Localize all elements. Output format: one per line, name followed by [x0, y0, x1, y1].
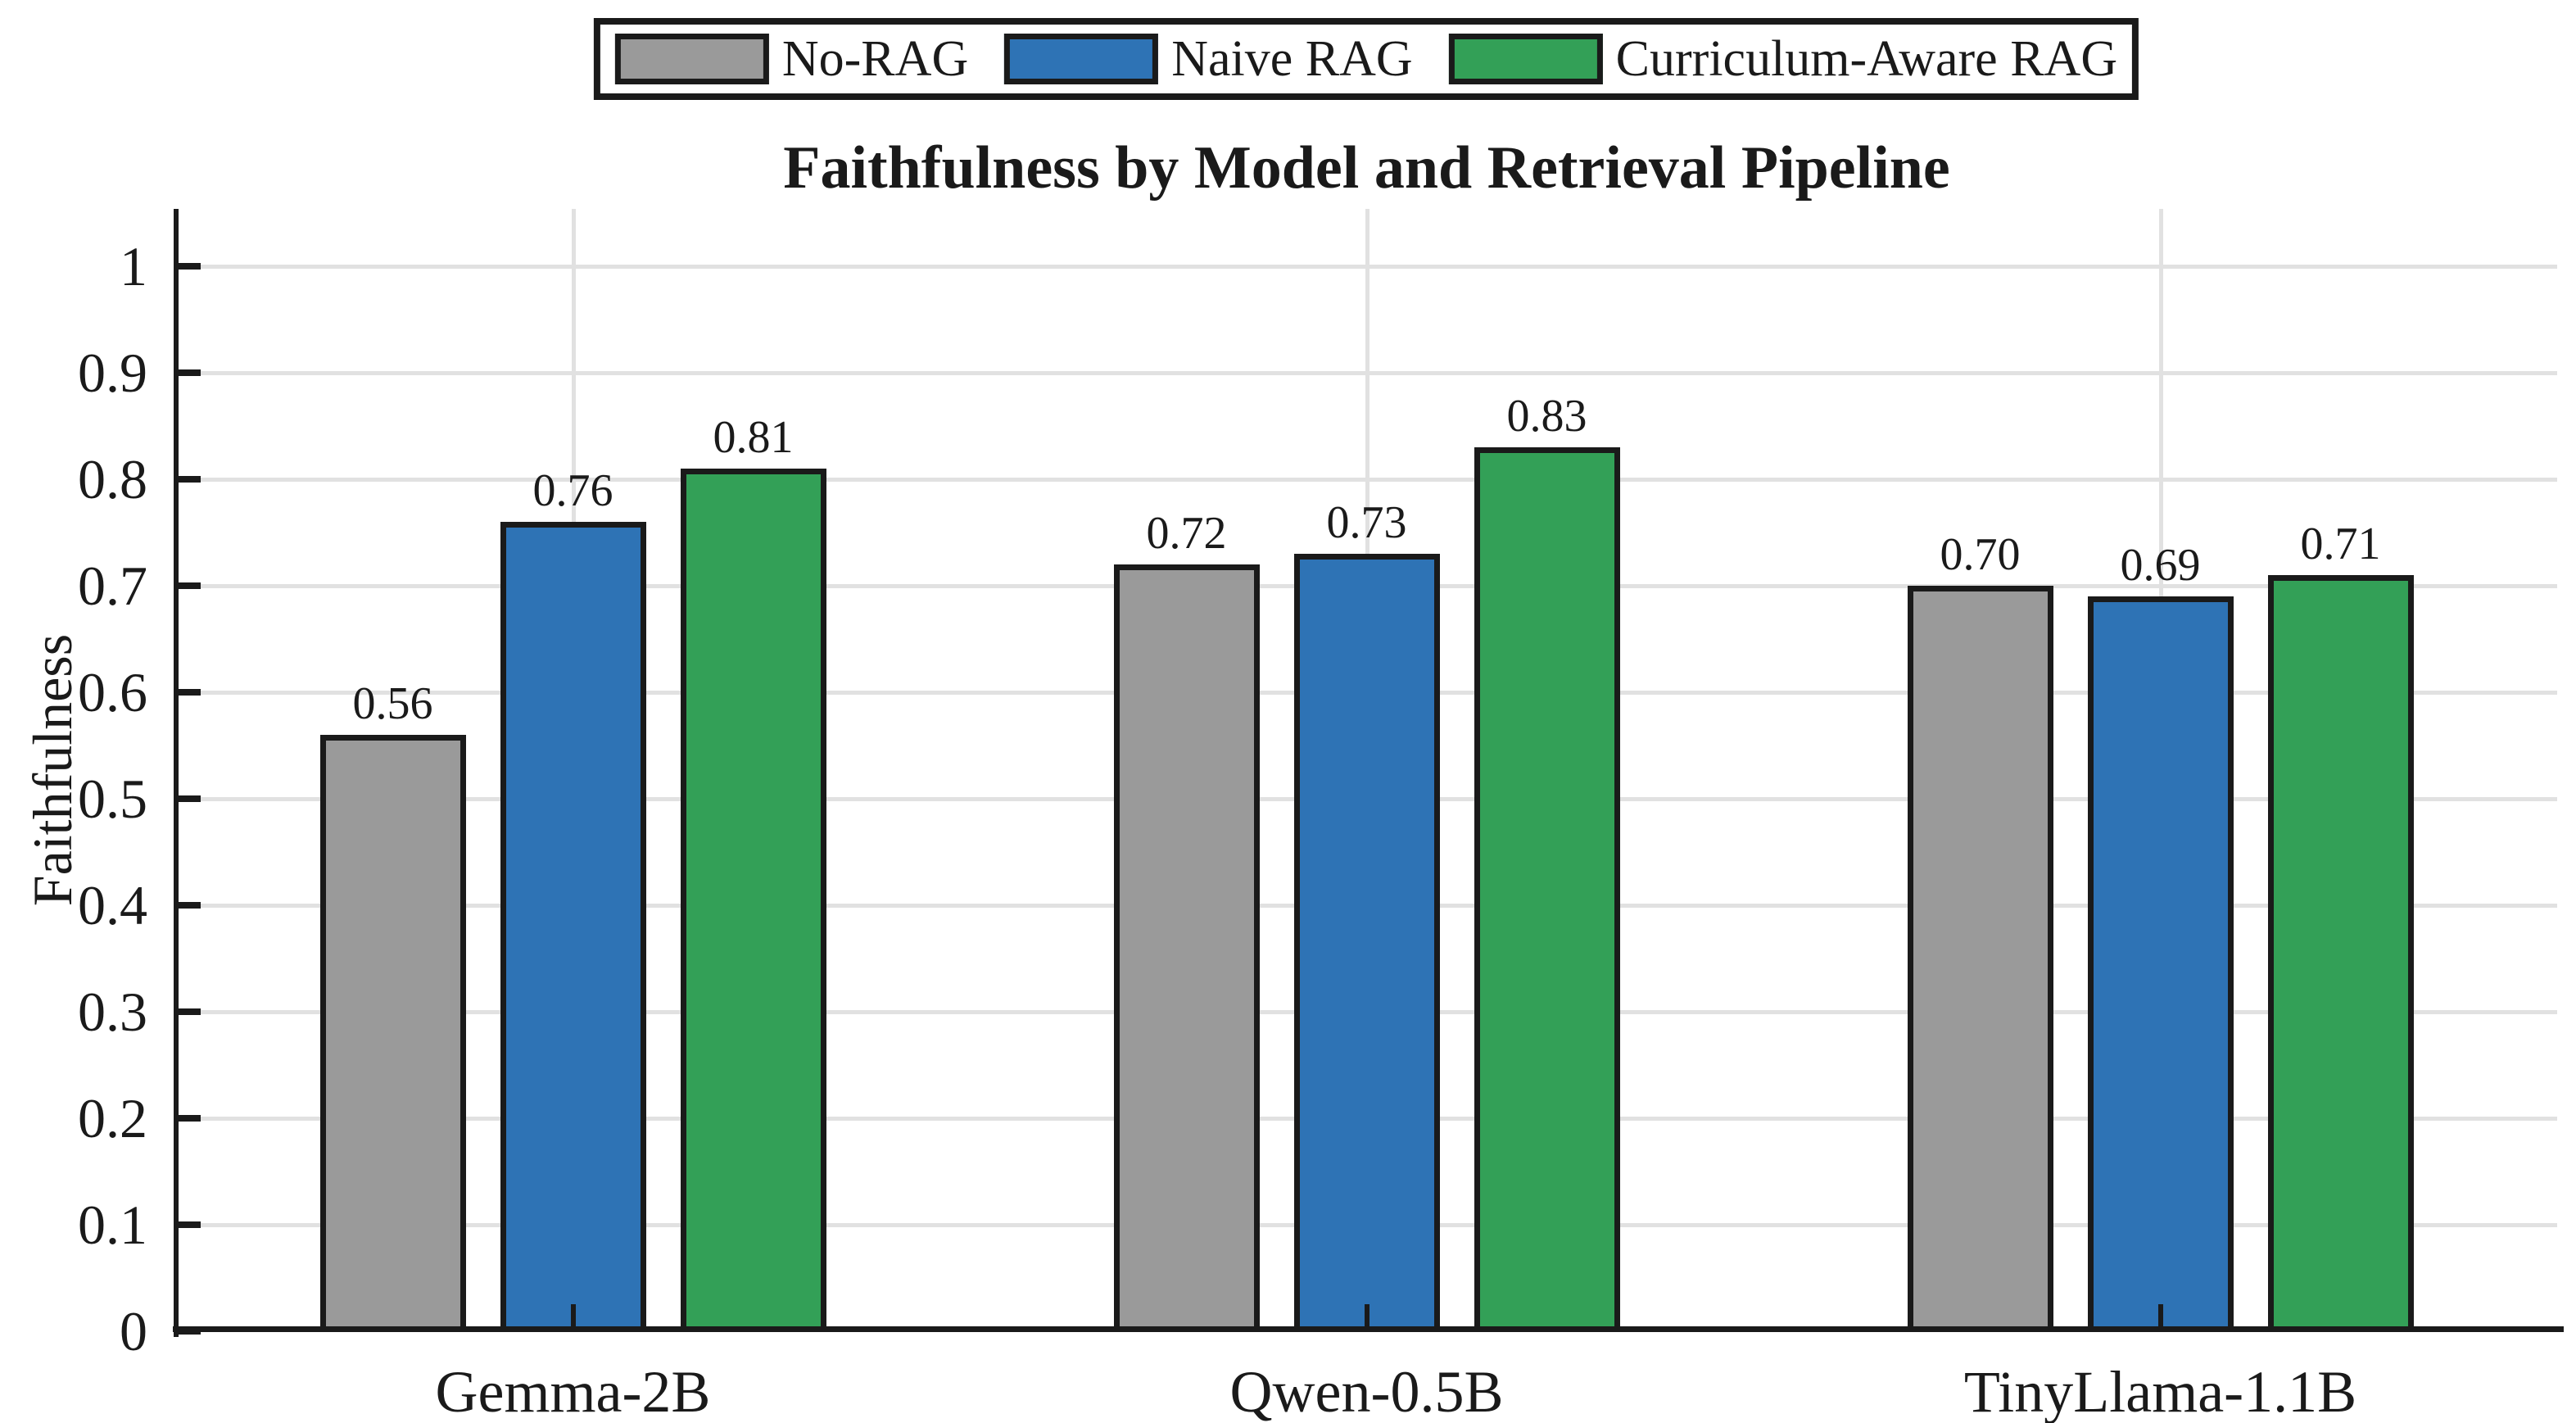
x-category-label-tinyllama-1-1b: TinyLlama-1.1B	[1963, 1359, 2357, 1423]
bar-naive-rag-tinyllama-1-1b	[2087, 596, 2234, 1331]
y-tick-label-0.3: 0.3	[78, 981, 147, 1043]
y-tick-0	[176, 1328, 201, 1335]
x-tick-qwen-0-5b	[1364, 1304, 1369, 1331]
x-tick-tinyllama-1-1b	[2157, 1304, 2163, 1331]
y-tick-0.8	[176, 476, 201, 483]
y-tick-label-1: 1	[120, 235, 147, 297]
legend-item-naive-rag: Naive RAG	[1004, 31, 1413, 87]
bar-value-label-naive-rag-gemma-2b: 0.76	[532, 465, 613, 516]
legend-swatch-naive-rag	[1004, 34, 1159, 84]
y-tick-label-0.7: 0.7	[78, 555, 147, 617]
bar-value-label-no-rag-qwen-0-5b: 0.72	[1146, 508, 1227, 559]
y-tick-label-0.8: 0.8	[78, 448, 147, 510]
y-tick-label-0.6: 0.6	[78, 661, 147, 723]
y-tick-label-0.4: 0.4	[78, 874, 147, 936]
bar-curriculum-aware-rag-gemma-2b	[680, 469, 826, 1331]
bar-value-label-curriculum-aware-rag-qwen-0-5b: 0.83	[1506, 391, 1587, 442]
legend-label-naive-rag: Naive RAG	[1171, 31, 1413, 87]
y-tick-label-0.9: 0.9	[78, 342, 147, 404]
y-tick-label-0.5: 0.5	[78, 768, 147, 830]
y-tick-0.6	[176, 689, 201, 696]
chart-title: Faithfulness by Model and Retrieval Pipe…	[783, 134, 1950, 202]
x-category-label-gemma-2b: Gemma-2B	[435, 1359, 711, 1423]
bar-naive-rag-gemma-2b	[500, 522, 646, 1331]
y-tick-0.4	[176, 902, 201, 909]
y-tick-0.1	[176, 1221, 201, 1228]
bar-curriculum-aware-rag-qwen-0-5b	[1474, 447, 1620, 1331]
legend-label-no-rag: No-RAG	[781, 31, 969, 87]
legend: No-RAG Naive RAG Curriculum-Aware RAG	[593, 18, 2139, 100]
y-axis-spine	[174, 209, 179, 1337]
x-category-label-qwen-0-5b: Qwen-0.5B	[1229, 1359, 1504, 1423]
legend-swatch-curriculum-aware-rag	[1448, 34, 1603, 84]
y-tick-0.3	[176, 1008, 201, 1015]
bar-no-rag-gemma-2b	[319, 735, 466, 1331]
bar-value-label-curriculum-aware-rag-gemma-2b: 0.81	[713, 412, 794, 463]
y-tick-label-0.2: 0.2	[78, 1087, 147, 1149]
bar-value-label-no-rag-gemma-2b: 0.56	[352, 678, 433, 729]
y-tick-1	[176, 263, 201, 270]
legend-item-curriculum-aware-rag: Curriculum-Aware RAG	[1448, 31, 2118, 87]
x-tick-gemma-2b	[570, 1304, 576, 1331]
y-tick-0.7	[176, 582, 201, 589]
bar-naive-rag-qwen-0-5b	[1293, 554, 1440, 1331]
legend-item-no-rag: No-RAG	[614, 31, 969, 87]
bar-no-rag-qwen-0-5b	[1113, 564, 1260, 1331]
bar-value-label-curriculum-aware-rag-tinyllama-1-1b: 0.71	[2300, 519, 2381, 569]
y-tick-label-0: 0	[120, 1300, 147, 1362]
bar-value-label-no-rag-tinyllama-1-1b: 0.70	[1940, 529, 2021, 580]
bar-value-label-naive-rag-qwen-0-5b: 0.73	[1326, 497, 1407, 548]
bar-value-label-naive-rag-tinyllama-1-1b: 0.69	[2120, 540, 2201, 591]
legend-swatch-no-rag	[614, 34, 769, 84]
bar-curriculum-aware-rag-tinyllama-1-1b	[2267, 575, 2414, 1331]
bar-no-rag-tinyllama-1-1b	[1907, 586, 2053, 1331]
y-tick-0.9	[176, 369, 201, 376]
plot-area: 0 0.1 0.2 0.3 0.4 0.5 0.6 0.7 0.8 0.9 1 Gemma-2B Qwe…	[78, 209, 2564, 1421]
y-tick-0.2	[176, 1115, 201, 1122]
y-tick-0.5	[176, 795, 201, 802]
y-tick-label-0.1: 0.1	[78, 1194, 147, 1256]
legend-label-curriculum-aware-rag: Curriculum-Aware RAG	[1615, 31, 2118, 87]
